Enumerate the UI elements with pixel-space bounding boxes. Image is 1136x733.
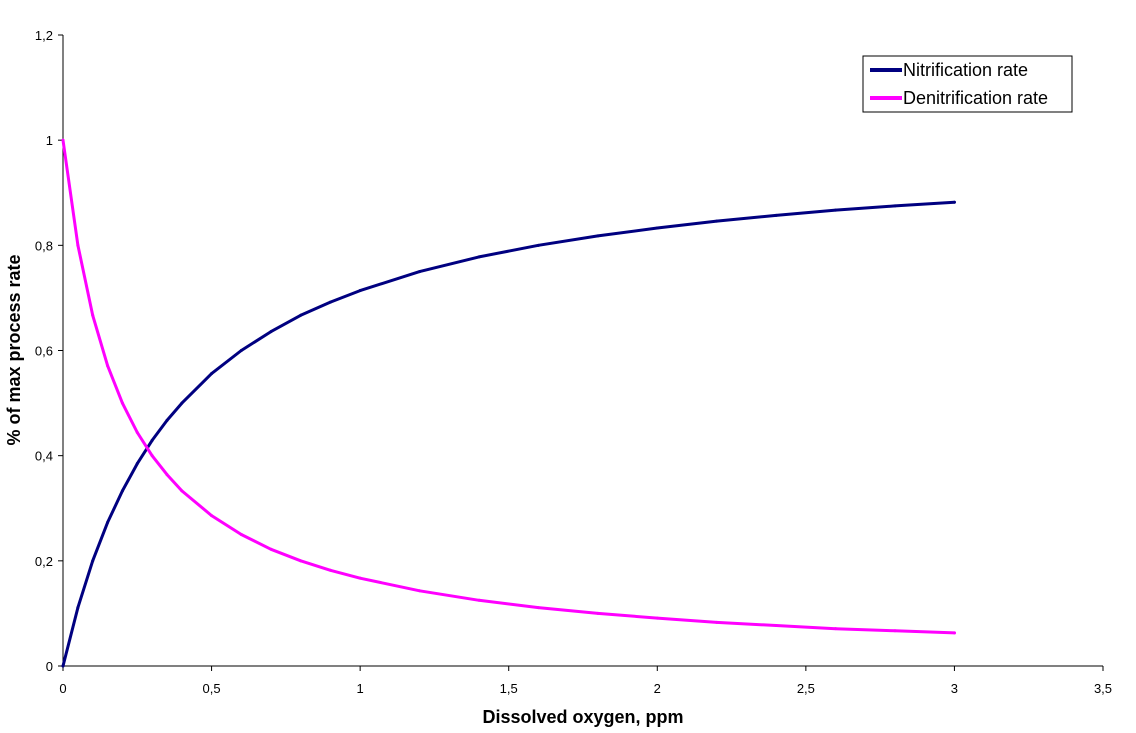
x-tick-label: 1	[357, 681, 364, 696]
y-tick-label: 1	[46, 133, 53, 148]
data-point-denitrification-rate	[165, 473, 169, 477]
data-point-denitrification-rate	[893, 629, 897, 633]
data-point-nitrification-rate	[358, 289, 362, 293]
y-tick-label: 1,2	[35, 28, 53, 43]
data-point-nitrification-rate	[91, 559, 95, 563]
y-tick-label: 0	[46, 659, 53, 674]
data-point-denitrification-rate	[106, 364, 110, 368]
series-lines	[61, 138, 956, 668]
x-tick-label: 0,5	[203, 681, 221, 696]
data-point-denitrification-rate	[269, 547, 273, 551]
data-point-nitrification-rate	[269, 330, 273, 334]
data-point-denitrification-rate	[655, 616, 659, 620]
x-axis-title: Dissolved oxygen, ppm	[482, 707, 683, 727]
data-point-nitrification-rate	[536, 243, 540, 247]
data-point-nitrification-rate	[477, 255, 481, 259]
data-point-denitrification-rate	[774, 624, 778, 628]
y-tick-label: 0,2	[35, 554, 53, 569]
y-tick-label: 0,4	[35, 449, 53, 464]
data-point-denitrification-rate	[358, 576, 362, 580]
data-point-nitrification-rate	[210, 372, 214, 376]
data-point-denitrification-rate	[952, 631, 956, 635]
data-point-denitrification-rate	[418, 589, 422, 593]
x-tick-label: 2	[654, 681, 661, 696]
y-tick-label: 0,8	[35, 238, 53, 253]
data-point-denitrification-rate	[91, 313, 95, 317]
data-point-nitrification-rate	[150, 438, 154, 442]
x-axis-ticks: 0 0,5 1 1,5 2 2,5 3 3,5	[59, 666, 1112, 696]
x-tick-label: 3,5	[1094, 681, 1112, 696]
y-axis-ticks: 0 0,2 0,4 0,6 0,8 1 1,2	[35, 28, 63, 674]
y-tick-label: 0,6	[35, 344, 53, 359]
x-tick-label: 3	[951, 681, 958, 696]
data-point-denitrification-rate	[596, 611, 600, 615]
data-point-nitrification-rate	[239, 349, 243, 352]
data-point-nitrification-rate	[299, 313, 303, 317]
data-point-nitrification-rate	[893, 204, 897, 208]
data-point-nitrification-rate	[165, 418, 169, 422]
data-point-denitrification-rate	[536, 606, 540, 610]
data-point-nitrification-rate	[952, 200, 956, 204]
x-tick-label: 2,5	[797, 681, 815, 696]
data-point-denitrification-rate	[180, 489, 184, 493]
data-point-nitrification-rate	[106, 520, 110, 524]
y-axis-title: % of max process rate	[4, 254, 24, 445]
legend-box	[862, 55, 1073, 113]
legend-label-nitrification: Nitrification rate	[903, 60, 1028, 80]
x-tick-label: 0	[59, 681, 66, 696]
data-point-nitrification-rate	[715, 219, 719, 223]
data-point-denitrification-rate	[120, 401, 124, 405]
data-point-denitrification-rate	[328, 568, 332, 572]
data-point-denitrification-rate	[239, 533, 243, 537]
data-point-denitrification-rate	[76, 243, 80, 247]
legend: Nitrification rate Denitrification rate	[862, 55, 1073, 113]
data-point-nitrification-rate	[135, 462, 139, 466]
data-point-nitrification-rate	[76, 606, 80, 610]
data-point-nitrification-rate	[834, 208, 838, 212]
data-point-nitrification-rate	[596, 234, 600, 238]
data-point-denitrification-rate	[299, 559, 303, 563]
data-point-nitrification-rate	[655, 226, 659, 230]
data-point-nitrification-rate	[774, 213, 778, 217]
data-point-nitrification-rate	[418, 270, 422, 274]
data-point-nitrification-rate	[328, 300, 332, 304]
legend-label-denitrification: Denitrification rate	[903, 88, 1048, 108]
data-point-denitrification-rate	[477, 598, 481, 602]
x-tick-label: 1,5	[500, 681, 518, 696]
data-point-nitrification-rate	[120, 489, 124, 493]
data-point-denitrification-rate	[150, 454, 154, 458]
data-point-denitrification-rate	[135, 431, 139, 435]
series-line-nitrification-rate	[61, 200, 956, 668]
data-point-denitrification-rate	[61, 138, 65, 142]
data-point-nitrification-rate	[61, 664, 65, 668]
data-point-denitrification-rate	[834, 627, 838, 631]
data-point-denitrification-rate	[715, 620, 719, 624]
data-point-nitrification-rate	[180, 401, 184, 405]
data-point-denitrification-rate	[210, 514, 214, 518]
